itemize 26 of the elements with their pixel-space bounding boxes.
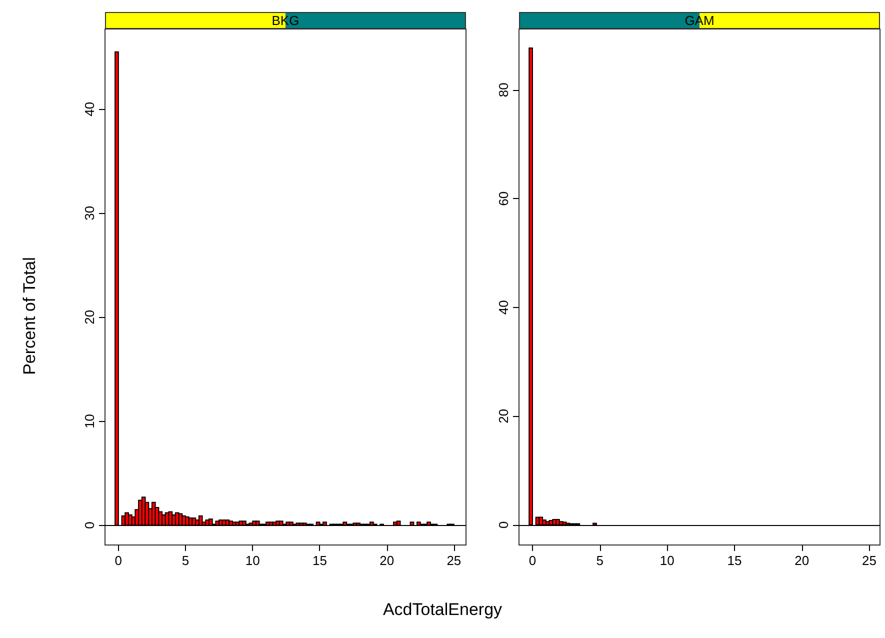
x-tick-label: 20 [794, 553, 810, 568]
x-tick-label: 5 [182, 553, 190, 568]
x-tick-label: 0 [528, 553, 536, 568]
y-tick-label: 20 [82, 310, 97, 324]
y-tick-label: 80 [496, 82, 511, 98]
x-tick-label: 15 [312, 553, 327, 568]
y-tick-label: 30 [82, 206, 97, 220]
x-tick-label: 0 [114, 553, 122, 568]
x-tick-label: 15 [727, 553, 742, 568]
x-tick-label: 20 [380, 553, 394, 568]
y-tick-label: 40 [496, 300, 511, 315]
x-tick-label: 25 [446, 553, 462, 568]
chart-title: BKG [105, 12, 466, 29]
x-tick-label: 10 [245, 553, 260, 568]
x-tick-label: 25 [862, 553, 876, 568]
y-tick-label: 60 [496, 191, 511, 206]
y-tick-label: 10 [82, 414, 97, 428]
chart-title: GAM [519, 12, 880, 29]
x-tick-label: 5 [596, 553, 604, 568]
y-tick-label: 40 [82, 102, 97, 116]
y-tick-label: 0 [496, 521, 511, 528]
y-tick-label: 0 [82, 522, 97, 529]
y-tick-label: 20 [496, 408, 511, 424]
x-tick-label: 10 [660, 553, 674, 568]
x-axis-title: AcdTotalEnergy [382, 600, 504, 620]
y-axis-title: Percent of Total [20, 257, 40, 375]
